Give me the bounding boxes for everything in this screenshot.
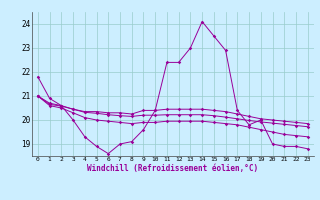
X-axis label: Windchill (Refroidissement éolien,°C): Windchill (Refroidissement éolien,°C) — [87, 164, 258, 173]
